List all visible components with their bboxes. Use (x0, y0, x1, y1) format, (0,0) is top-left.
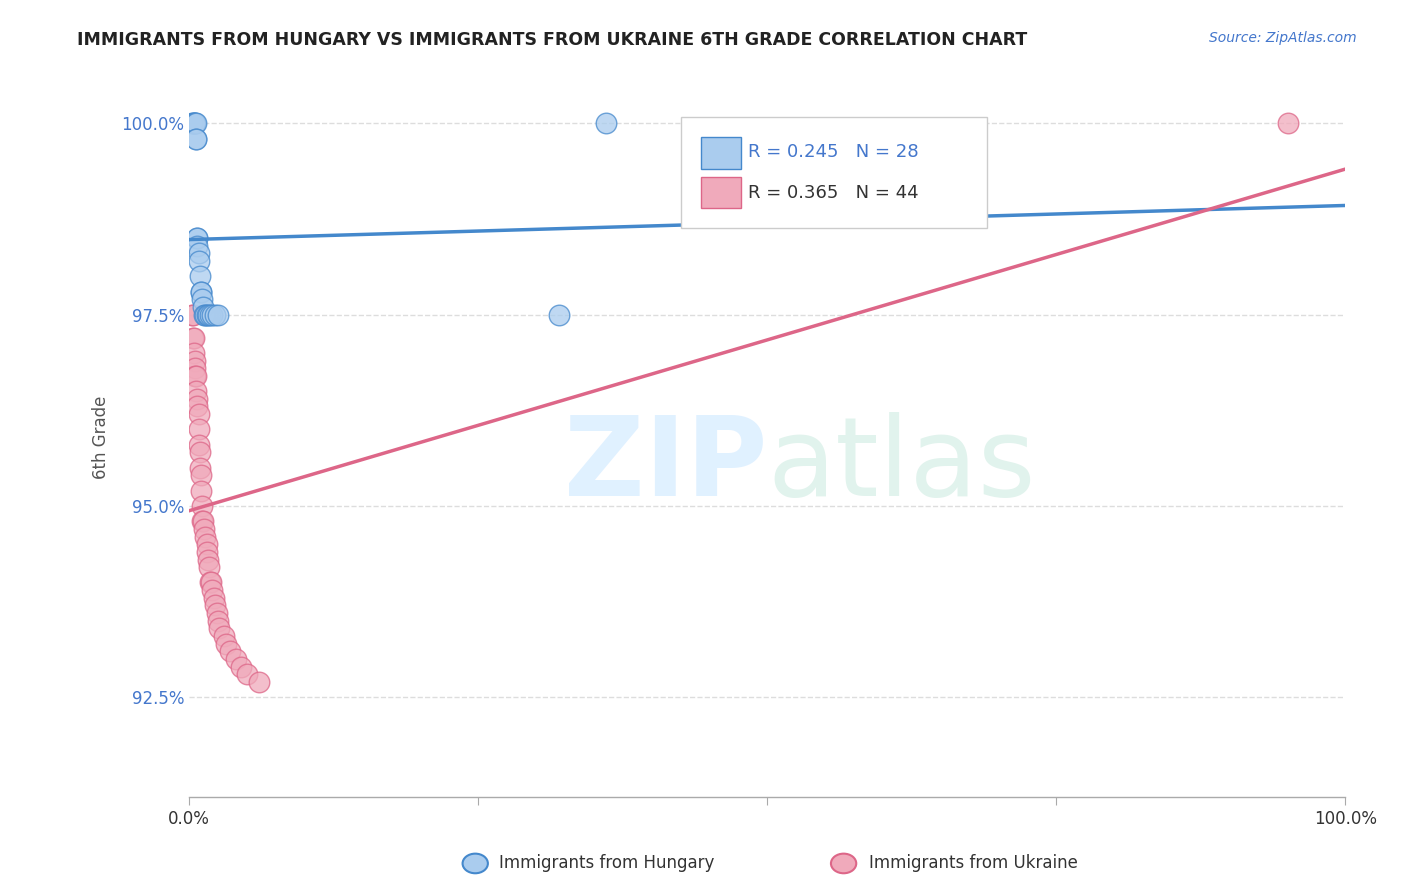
Point (595, 116, 617, 130)
Text: Immigrants from Ukraine: Immigrants from Ukraine (869, 855, 1078, 872)
Point (187, 407, 209, 421)
Point (193, 514, 215, 528)
Text: atlas: atlas (768, 412, 1036, 519)
Text: R = 0.365   N = 44: R = 0.365 N = 44 (748, 184, 918, 202)
Point (212, 629, 235, 643)
FancyBboxPatch shape (702, 137, 741, 169)
Point (188, 445, 211, 459)
Point (183, 346, 205, 360)
Text: ZIP: ZIP (564, 412, 768, 519)
Point (181, 116, 204, 130)
Point (191, 499, 214, 513)
Point (184, 116, 207, 130)
Point (193, 300, 215, 314)
FancyBboxPatch shape (702, 177, 741, 209)
Point (187, 246, 209, 260)
Point (188, 460, 211, 475)
Point (198, 575, 221, 590)
Point (181, 308, 204, 322)
Point (180, 116, 202, 130)
Point (183, 116, 205, 130)
Point (187, 422, 209, 436)
Point (180, 308, 202, 322)
Point (186, 116, 208, 130)
Point (186, 384, 208, 399)
Y-axis label: 6th Grade: 6th Grade (93, 395, 110, 479)
Point (194, 530, 217, 544)
Point (201, 308, 224, 322)
Point (198, 560, 221, 574)
Point (1277, 116, 1299, 130)
Point (191, 293, 214, 307)
Point (236, 667, 259, 681)
Point (548, 308, 571, 322)
Point (190, 285, 212, 299)
Point (195, 537, 218, 551)
Point (204, 599, 226, 613)
Point (190, 483, 212, 498)
Point (186, 392, 208, 406)
Point (187, 438, 209, 452)
Point (208, 621, 231, 635)
Point (215, 637, 238, 651)
Point (186, 400, 208, 414)
Point (197, 552, 219, 566)
Point (198, 308, 221, 322)
Point (193, 308, 215, 322)
Point (218, 644, 240, 658)
Point (247, 675, 270, 690)
Point (231, 659, 253, 673)
Point (194, 308, 217, 322)
Point (191, 514, 214, 528)
Point (184, 116, 207, 130)
Point (186, 239, 208, 253)
Point (186, 131, 208, 145)
Point (186, 231, 208, 245)
Point (188, 269, 211, 284)
Point (205, 606, 228, 620)
FancyBboxPatch shape (681, 117, 987, 228)
Point (201, 583, 224, 598)
Point (187, 254, 209, 268)
Point (200, 575, 222, 590)
Point (225, 652, 247, 666)
Point (204, 308, 226, 322)
Point (183, 330, 205, 344)
Point (181, 330, 204, 344)
Point (190, 285, 212, 299)
Text: Immigrants from Hungary: Immigrants from Hungary (499, 855, 714, 872)
Text: IMMIGRANTS FROM HUNGARY VS IMMIGRANTS FROM UKRAINE 6TH GRADE CORRELATION CHART: IMMIGRANTS FROM HUNGARY VS IMMIGRANTS FR… (77, 31, 1028, 49)
Point (202, 591, 225, 605)
Point (197, 308, 219, 322)
Point (184, 361, 207, 376)
Text: Source: ZipAtlas.com: Source: ZipAtlas.com (1209, 31, 1357, 45)
Point (195, 545, 218, 559)
Point (184, 353, 207, 368)
Point (190, 468, 212, 483)
Point (195, 308, 218, 322)
Point (207, 308, 229, 322)
Point (186, 131, 208, 145)
Point (184, 368, 207, 383)
Point (193, 522, 215, 536)
Point (186, 231, 208, 245)
Point (186, 368, 208, 383)
Text: R = 0.245   N = 28: R = 0.245 N = 28 (748, 144, 918, 161)
Point (207, 614, 229, 628)
